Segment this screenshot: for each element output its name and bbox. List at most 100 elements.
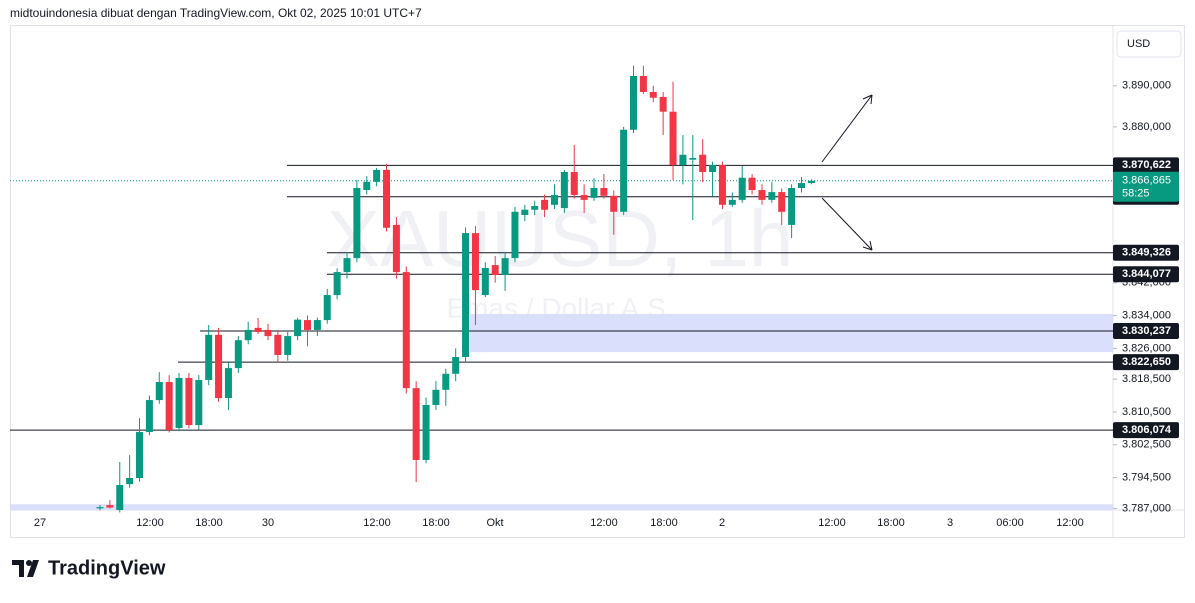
candle-body — [402, 272, 410, 389]
candle-body — [788, 187, 796, 225]
candle-body — [689, 158, 697, 160]
candle-body — [600, 187, 608, 196]
candle-body — [580, 194, 588, 200]
candle-body — [254, 327, 262, 332]
x-tick-label: 3 — [947, 517, 953, 529]
candle-body — [778, 192, 786, 212]
header-text: midtouindonesia dibuat dengan TradingVie… — [10, 6, 422, 20]
candle-body — [491, 265, 499, 275]
y-tick-label: 3.890,000 — [1122, 80, 1171, 92]
y-tick-label: 3.834,000 — [1122, 309, 1171, 321]
candle-body — [669, 111, 677, 166]
candle-body — [718, 165, 726, 205]
candle-body — [649, 91, 657, 98]
candle-body — [471, 233, 479, 291]
y-tick-label: 3.810,500 — [1122, 406, 1171, 418]
candle-body — [353, 187, 361, 259]
candle-body — [215, 334, 223, 399]
level-label-box — [1113, 422, 1179, 439]
candle-body — [709, 165, 717, 172]
candle-body — [392, 224, 400, 273]
candle-body — [333, 272, 341, 296]
candle-body — [639, 75, 647, 92]
x-tick-label: 18:00 — [877, 517, 905, 529]
candle-body — [807, 180, 815, 184]
candle-body — [106, 505, 114, 508]
candle-body — [590, 187, 598, 198]
candle-body — [422, 404, 430, 460]
y-tick-label: 3.826,000 — [1122, 342, 1171, 354]
candle-body — [303, 320, 311, 330]
candle-body — [550, 194, 558, 205]
level-label-box — [1113, 354, 1179, 371]
zone — [10, 504, 1113, 510]
level-label: 3.822,650 — [1122, 356, 1171, 368]
candle-body — [383, 169, 391, 228]
candle-body — [462, 233, 470, 357]
level-label: 3.870,622 — [1122, 159, 1171, 171]
candle-body — [244, 329, 252, 341]
watermark-symbol: XAUUSD, 1h — [327, 194, 794, 283]
currency-label: USD — [1127, 38, 1150, 50]
candle-body — [274, 334, 282, 355]
y-tick-label: 3.802,500 — [1122, 439, 1171, 451]
x-tick-label: 30 — [262, 517, 274, 529]
candle-body — [96, 507, 104, 509]
arrow-down-line — [821, 197, 873, 251]
candle-body — [610, 195, 618, 212]
candle-body — [155, 382, 163, 401]
level-label-box — [1113, 157, 1179, 174]
x-tick-label: 2 — [719, 517, 725, 529]
candle-body — [679, 154, 687, 166]
last-price-box — [1113, 171, 1179, 202]
candle-body — [511, 211, 519, 259]
arrow-up-line — [821, 94, 873, 163]
candle-body — [620, 129, 628, 212]
candle-body — [224, 368, 232, 399]
candle-body — [313, 320, 321, 330]
x-tick-label: 27 — [34, 517, 46, 529]
candle-body — [165, 382, 173, 431]
candle-body — [363, 181, 371, 191]
candle-body — [432, 389, 440, 405]
x-tick-label: 18:00 — [422, 517, 450, 529]
arrow-down-head — [862, 240, 873, 251]
x-tick-label: 18:00 — [195, 517, 223, 529]
level-label-box — [1113, 322, 1179, 339]
y-tick-label: 3.787,000 — [1122, 502, 1171, 514]
candle-body — [195, 379, 203, 426]
level-label: 3.844,077 — [1122, 268, 1171, 280]
candle-body — [264, 329, 272, 337]
candle-body — [531, 206, 539, 210]
brand-name: TradingView — [48, 557, 166, 579]
x-tick-label: 12:00 — [590, 517, 618, 529]
currency-button[interactable] — [1116, 30, 1182, 58]
x-tick-label: 12:00 — [1056, 517, 1084, 529]
candle-body — [145, 400, 153, 433]
candle-body — [699, 154, 707, 172]
candle-body — [659, 96, 667, 112]
candle-body — [501, 258, 509, 275]
candle-body — [116, 484, 124, 510]
candle-body — [323, 295, 331, 321]
candle-body — [738, 177, 746, 200]
level-label: 3.830,237 — [1122, 325, 1171, 337]
last-price-label: 3.866,865 — [1122, 175, 1171, 187]
watermark: XAUUSD, 1h Emas / Dollar A.S. — [327, 194, 794, 323]
candle-body — [284, 336, 292, 355]
candle-body — [570, 171, 578, 195]
candle-body — [343, 258, 351, 273]
level-label: 3.806,074 — [1122, 424, 1172, 436]
x-tick-label: 12:00 — [136, 517, 164, 529]
candle-body — [205, 334, 213, 380]
candle-body — [560, 171, 568, 209]
chart-frame — [10, 25, 1185, 538]
candle-body — [758, 190, 766, 200]
candle-body — [136, 432, 144, 479]
candle-body — [481, 267, 489, 296]
level-label-box — [1113, 244, 1179, 261]
candle-body — [442, 373, 450, 390]
candle-body — [452, 356, 460, 374]
candle-body — [797, 183, 805, 188]
